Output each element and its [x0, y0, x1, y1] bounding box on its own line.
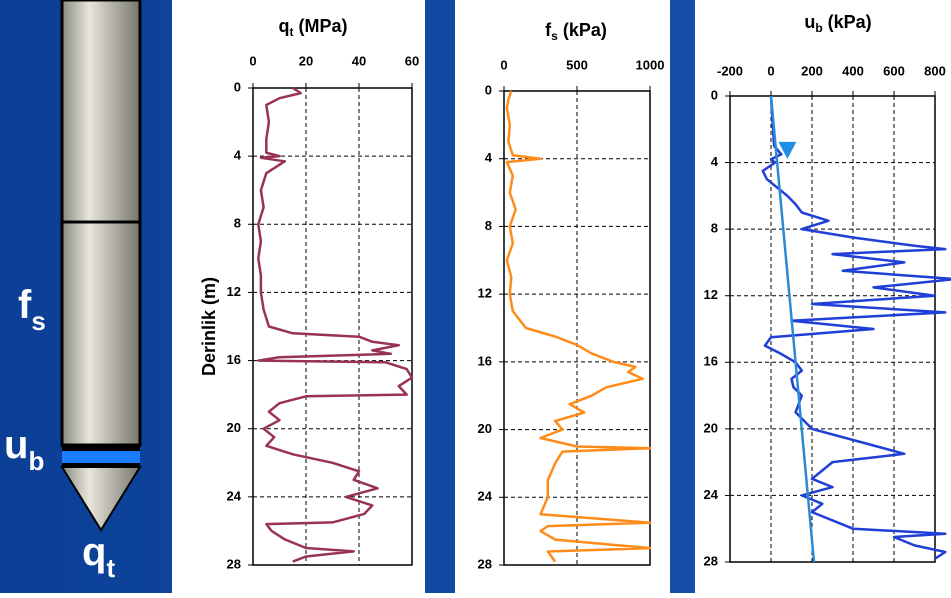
x-tick-label: 800 [924, 63, 946, 78]
plot-frame [729, 95, 936, 563]
y-tick-label: 24 [704, 487, 719, 502]
y-tick-label: 28 [227, 556, 241, 571]
y-tick-label: 4 [711, 154, 719, 169]
title-main: q [279, 16, 290, 36]
y-tick-label: 20 [704, 420, 718, 435]
title-main: f [545, 20, 552, 40]
x-tick-label: 200 [801, 63, 823, 78]
title-unit: (kPa) [823, 12, 872, 32]
y-tick-label: 4 [234, 148, 242, 163]
y-tick-label: 12 [704, 287, 718, 302]
y-tick-label: 16 [704, 354, 718, 369]
y-tick-label: 20 [478, 421, 492, 436]
title-sub: s [551, 29, 558, 43]
x-tick-label: 20 [299, 53, 313, 68]
y-tick-label: 16 [227, 352, 241, 367]
x-tick-label: 60 [405, 53, 419, 68]
y-tick-label: 16 [478, 353, 492, 368]
title-sub: t [290, 25, 294, 39]
y-tick-label: 12 [478, 286, 492, 301]
profile-line [761, 95, 951, 560]
profile-line [257, 86, 414, 563]
y-tick-label: 24 [227, 488, 242, 503]
x-tick-label: 0 [500, 57, 507, 72]
chart-title: fs (kPa) [545, 20, 607, 43]
panel [455, 0, 670, 593]
y-tick-label: 0 [711, 87, 718, 102]
label-ub: ub [4, 423, 44, 476]
y-tick-label: 4 [485, 150, 493, 165]
x-tick-label: 400 [842, 63, 864, 78]
x-tick-label: 600 [883, 63, 905, 78]
profile-line [769, 95, 816, 563]
y-tick-label: 28 [704, 553, 718, 568]
y-tick-label: 8 [711, 221, 718, 236]
y-tick-label: 24 [478, 489, 493, 504]
chart-title: ub (kPa) [804, 12, 871, 35]
label-qt: qt [82, 530, 115, 583]
y-tick-label: 0 [234, 79, 241, 94]
title-unit: (MPa) [294, 16, 348, 36]
title-main: u [804, 12, 815, 32]
title-sub: b [815, 21, 822, 35]
y-tick-label: 20 [227, 420, 241, 435]
label-fs: fs [18, 283, 46, 336]
plot-frame [252, 87, 413, 566]
y-tick-label: 28 [478, 556, 492, 571]
x-tick-label: 0 [767, 63, 774, 78]
x-tick-label: 0 [249, 53, 256, 68]
y-tick-label: 0 [485, 82, 492, 97]
y-tick-label: 8 [234, 216, 241, 231]
plot-frame [503, 90, 651, 566]
y-tick-label: 12 [227, 284, 241, 299]
water-table-marker [778, 141, 797, 159]
x-tick-label: 1000 [636, 57, 665, 72]
x-tick-label: -200 [717, 63, 743, 78]
title-unit: (kPa) [558, 20, 607, 40]
panel [172, 0, 425, 593]
x-tick-label: 40 [352, 53, 366, 68]
y-tick-label: 8 [485, 218, 492, 233]
y-axis-label: Derinlik (m) [199, 277, 219, 376]
chart-title: qt (MPa) [279, 16, 348, 39]
profile-line [505, 90, 652, 563]
cone-diagram [60, 0, 142, 532]
x-tick-label: 500 [566, 57, 588, 72]
